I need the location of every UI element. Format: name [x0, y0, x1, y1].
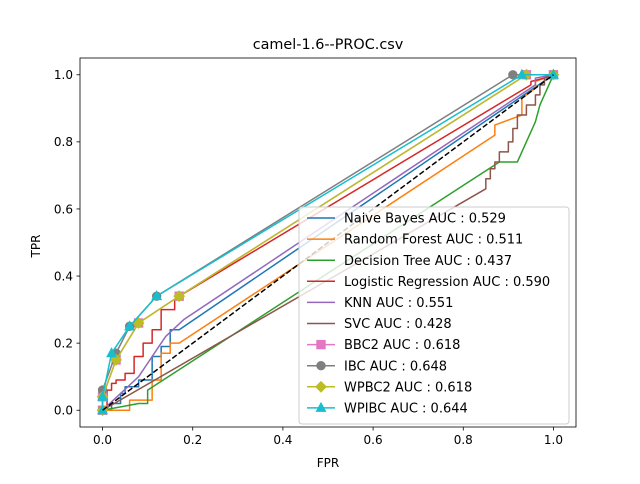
series-1 — [102, 74, 554, 411]
chart-title: camel-1.6--PROC.csv — [253, 37, 404, 53]
series-line — [102, 74, 554, 411]
legend-marker — [316, 361, 326, 371]
y-tick-label: 0.6 — [54, 202, 73, 216]
legend-box — [298, 206, 570, 425]
series-point — [516, 68, 528, 79]
legend-entry: Logistic Regression AUC : 0.590 — [307, 275, 550, 290]
y-tick-label: 0.4 — [54, 269, 73, 283]
legend-entry: Decision Tree AUC : 0.437 — [307, 254, 512, 269]
series-6 — [102, 74, 554, 411]
legend-entry: Naive Bayes AUC : 0.529 — [307, 212, 506, 227]
series-2 — [102, 74, 554, 411]
series-point — [97, 390, 108, 401]
legend-label: KNN AUC : 0.551 — [344, 296, 453, 311]
legend-entry: KNN AUC : 0.551 — [307, 296, 453, 311]
y-tick-label: 0.8 — [54, 135, 73, 149]
legend-entry: WPIBC AUC : 0.644 — [307, 402, 468, 417]
series-10 — [97, 68, 559, 415]
series-point — [106, 347, 118, 358]
legend-marker — [315, 401, 327, 412]
x-tick-label: 0.6 — [364, 433, 383, 447]
y-tick-label: 0.2 — [54, 336, 73, 350]
series-4 — [102, 74, 554, 411]
series-point — [508, 70, 518, 80]
series-line — [102, 74, 555, 411]
series-line — [102, 74, 554, 411]
series-line — [102, 74, 554, 411]
x-tick-label: 0.2 — [183, 433, 202, 447]
x-tick-label: 0.4 — [273, 433, 292, 447]
legend-label: BBC2 AUC : 0.618 — [344, 338, 460, 353]
legend-marker — [316, 339, 326, 350]
series-5 — [102, 74, 554, 411]
plot-area — [96, 68, 560, 417]
x-tick-label: 0.8 — [454, 433, 473, 447]
series-point — [173, 290, 186, 303]
series-point — [110, 354, 122, 366]
plot-frame — [79, 57, 577, 428]
y-axis-label: TPR — [29, 235, 43, 259]
series-point — [124, 320, 136, 331]
legend-label: WPBC2 AUC : 0.618 — [344, 380, 472, 395]
series-3 — [102, 74, 555, 411]
legend: Naive Bayes AUC : 0.529 Random Forest AUC… — [298, 206, 570, 425]
legend-label: SVC AUC : 0.428 — [344, 317, 452, 332]
x-tick-label: 0.0 — [93, 433, 112, 447]
legend-marker — [315, 380, 327, 393]
series-line — [102, 74, 554, 411]
legend-label: Random Forest AUC : 0.511 — [344, 233, 523, 248]
y-tick-label: 0.0 — [54, 404, 73, 418]
y-tick-label: 1.0 — [54, 68, 73, 82]
legend-label: Naive Bayes AUC : 0.529 — [344, 212, 506, 227]
legend-label: Logistic Regression AUC : 0.590 — [344, 275, 550, 290]
legend-entry: BBC2 AUC : 0.618 — [307, 338, 460, 353]
legend-entry: SVC AUC : 0.428 — [307, 317, 452, 332]
legend-label: WPIBC AUC : 0.644 — [344, 402, 468, 417]
x-axis-label: FPR — [317, 456, 339, 470]
legend-entry: WPBC2 AUC : 0.618 — [307, 380, 472, 395]
legend-label: IBC AUC : 0.648 — [344, 359, 447, 374]
series-point — [548, 68, 559, 79]
legend-entry: IBC AUC : 0.648 — [307, 359, 447, 374]
x-tick-label: 1.0 — [544, 433, 563, 447]
legend-entry: Random Forest AUC : 0.511 — [307, 233, 523, 248]
series-point — [151, 290, 163, 301]
series-line — [102, 74, 554, 411]
legend-label: Decision Tree AUC : 0.437 — [344, 254, 512, 269]
axes: 0.0 0.2 0.4 0.6 0.8 1.0 0.0 0.2 0.4 0.6 0.8 1.0 — [54, 57, 577, 447]
